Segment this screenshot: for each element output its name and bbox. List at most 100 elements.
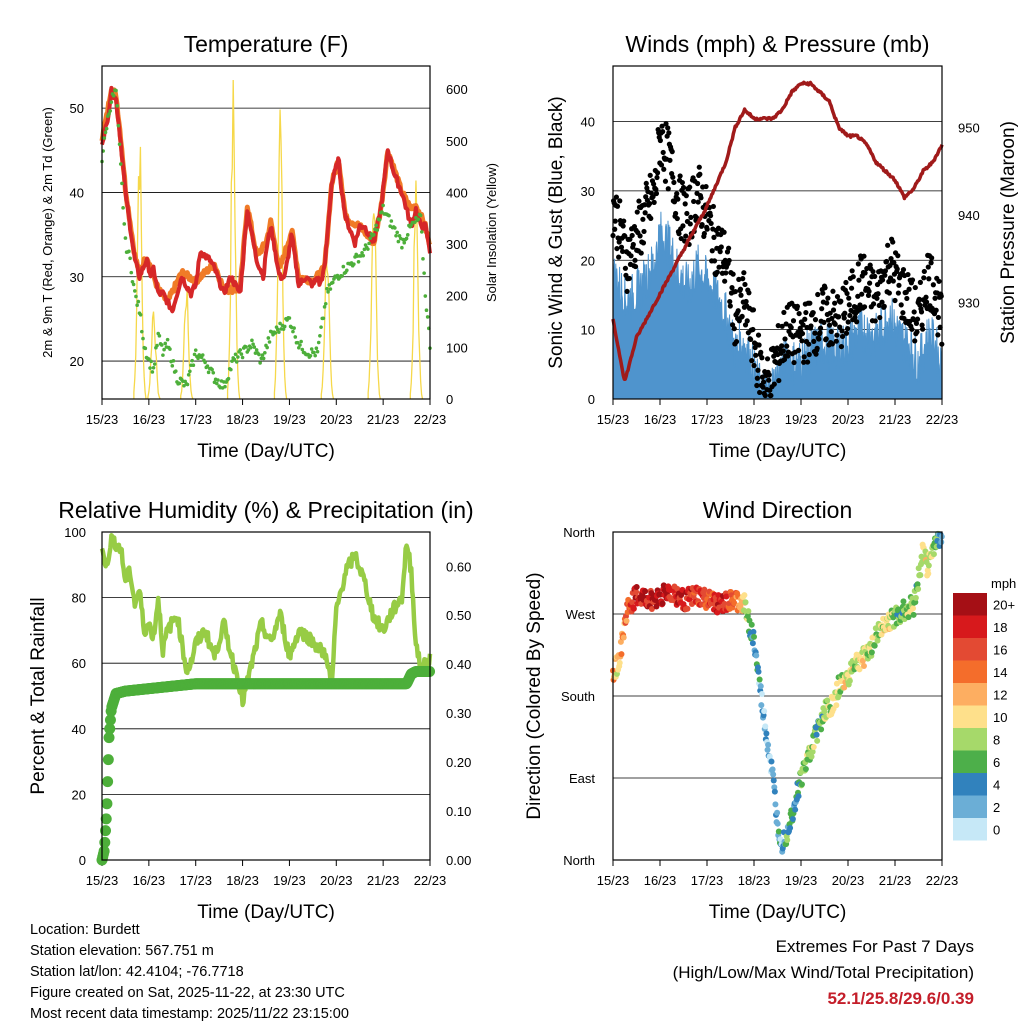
dewpoint-point: [257, 352, 261, 357]
gust-point: [894, 266, 900, 272]
dewpoint-point: [203, 360, 207, 365]
direction-point: [874, 637, 881, 644]
dewpoint-point: [393, 226, 397, 230]
dewpoint-point: [293, 335, 298, 339]
gust-point: [814, 345, 820, 351]
dewpoint-point: [396, 239, 401, 244]
dewpoint-point: [211, 370, 216, 375]
rh-ytick-label: 80: [72, 591, 86, 606]
dewpoint-point: [340, 274, 344, 278]
gust-point: [804, 359, 811, 365]
dewpoint-point: [234, 360, 239, 364]
gust-point: [669, 149, 675, 155]
precip-point: [100, 825, 112, 837]
gust-point: [727, 298, 733, 305]
gust-point: [784, 343, 790, 349]
gust-point: [855, 293, 861, 299]
dewpoint-point: [298, 343, 302, 347]
winds-ylabel: Sonic Wind & Gust (Blue, Black): [546, 96, 567, 368]
dewpoint-point: [150, 370, 155, 374]
temp-y2tick-label: 200: [446, 289, 468, 304]
gust-point: [918, 309, 925, 315]
gust-point: [740, 276, 746, 282]
gust-point: [766, 372, 772, 378]
dewpoint-point: [421, 257, 425, 261]
dewpoint-point: [233, 352, 238, 357]
gust-point: [867, 280, 873, 286]
station-info: Location: Burdett Station elevation: 567…: [30, 920, 349, 1025]
gust-point: [823, 336, 829, 342]
gust-point: [928, 260, 934, 266]
gust-point: [892, 297, 898, 304]
temp-ytick-label: 20: [70, 354, 84, 369]
gust-point: [683, 233, 689, 239]
gust-point: [674, 190, 680, 197]
dewpoint-point: [229, 367, 233, 372]
gust-point: [877, 314, 883, 321]
direction-point: [905, 614, 912, 621]
gust-point: [841, 315, 847, 321]
solar-series: [367, 213, 381, 400]
gust-point: [660, 149, 666, 156]
colorbar-label: 12: [993, 687, 1007, 702]
gust-point: [828, 328, 834, 335]
rh-ytick-label: 60: [72, 656, 86, 671]
dewpoint-point: [147, 357, 151, 361]
gust-point: [768, 392, 774, 399]
dewpoint-point: [152, 362, 157, 366]
direction-point: [648, 605, 655, 612]
gust-point: [739, 313, 745, 320]
direction-point: [925, 562, 932, 569]
direction-series: [610, 530, 945, 855]
dewpoint-point: [292, 326, 296, 330]
dewpoint-point: [315, 349, 320, 354]
direction-point: [925, 570, 932, 577]
gust-point: [727, 303, 733, 309]
colorbar-label: 16: [993, 642, 1007, 657]
gust-point: [723, 270, 729, 276]
gust-point: [661, 166, 667, 172]
gust-point: [614, 245, 620, 252]
dewpoint-point: [205, 364, 210, 368]
colorbar-swatch: [953, 683, 987, 706]
gust-point: [832, 300, 838, 306]
gust-point: [827, 310, 833, 316]
dewpoint-point: [244, 345, 248, 349]
gust-point: [662, 178, 669, 184]
rh-y2tick-label: 0.60: [446, 559, 471, 574]
gust-point: [616, 239, 622, 245]
gust-point: [842, 310, 848, 316]
winds-ytick-label: 10: [581, 323, 595, 338]
direction-point: [755, 668, 762, 675]
gust-point: [796, 310, 802, 317]
rh-xtick-label: 18/23: [226, 873, 259, 888]
gust-point: [861, 253, 867, 259]
gust-point: [901, 315, 907, 322]
gust-point: [783, 321, 789, 327]
gust-point: [746, 290, 752, 296]
precip-point: [103, 732, 115, 744]
direction-point: [771, 788, 778, 795]
dewpoint-point: [416, 217, 421, 222]
direction-point: [629, 599, 636, 606]
winds-ytick-label: 20: [581, 253, 595, 268]
dewpoint-point: [240, 355, 245, 360]
dewpoint-point: [368, 236, 373, 240]
winds-y2tick-label: 950: [958, 120, 980, 135]
direction-point: [895, 606, 902, 613]
dewpoint-point: [258, 361, 262, 365]
winds-xtick-label: 17/23: [691, 412, 724, 427]
precip-point: [100, 813, 112, 825]
dewpoint-point: [133, 289, 137, 293]
gust-point: [757, 389, 763, 396]
gust-point: [855, 261, 861, 267]
dewpoint-point: [162, 347, 166, 352]
gust-point: [632, 257, 638, 263]
dewpoint-point: [326, 290, 330, 294]
dewpoint-point: [251, 342, 255, 346]
gust-point: [801, 354, 807, 360]
dewpoint-point: [236, 355, 240, 359]
temp-y2tick-label: 400: [446, 185, 468, 200]
gust-point: [921, 275, 927, 281]
temp-y2tick-label: 300: [446, 237, 468, 252]
